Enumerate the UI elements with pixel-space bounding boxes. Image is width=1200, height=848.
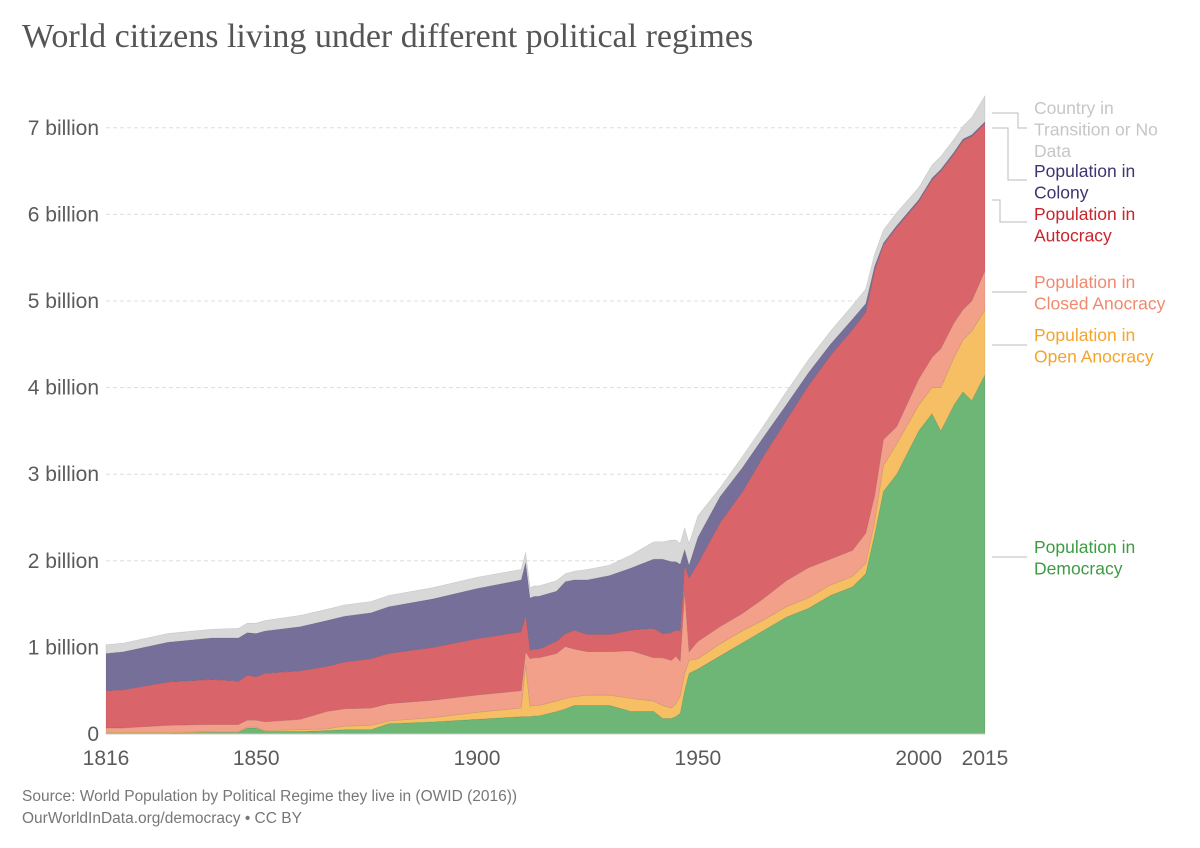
y-tick-label: 5 billion [28, 290, 99, 313]
y-tick-label: 6 billion [28, 203, 99, 226]
legend-label: Population in [1034, 272, 1135, 292]
y-tick-label: 3 billion [28, 463, 99, 486]
legend-label: Population in [1034, 537, 1135, 557]
legend-label: Population in [1034, 204, 1135, 224]
legend-connector [992, 199, 1027, 223]
y-tick-label: 1 billion [28, 636, 99, 659]
y-axis-ticks: 0 1 billion 2 billion 3 billion 4 billion 5 b… [28, 117, 99, 746]
legend-label: Population in [1034, 161, 1135, 181]
chart-footer: Source: World Population by Political Re… [22, 786, 517, 830]
legend-label: Transition or No [1034, 120, 1158, 140]
y-tick-label: 4 billion [28, 377, 99, 400]
y-tick-label: 2 billion [28, 550, 99, 573]
legend-label: Open Anocracy [1034, 347, 1154, 367]
legend-connector [992, 127, 1027, 181]
x-axis-ticks: 1816 1850 1900 1950 2000 2015 [83, 747, 1009, 770]
legend-label: Democracy [1034, 559, 1123, 579]
y-tick-label: 7 billion [28, 117, 99, 140]
y-tick-label: 0 [87, 723, 99, 746]
x-tick-label: 1816 [83, 747, 130, 770]
area-country-in-transition-or-no-data[interactable] [105, 94, 986, 654]
x-tick-label: 1950 [675, 747, 722, 770]
legend-label: Autocracy [1034, 226, 1112, 246]
source-text: Source: World Population by Political Re… [22, 788, 518, 805]
legend-label: Closed Anocracy [1034, 294, 1166, 314]
legend-label: Population in [1034, 325, 1135, 345]
legend-label: Data [1034, 141, 1071, 161]
legend-label: Country in [1034, 98, 1114, 118]
x-tick-label: 1850 [233, 747, 280, 770]
chart-title: World citizens living under different po… [22, 18, 754, 55]
legend-connector [992, 112, 1027, 129]
x-tick-label: 1900 [454, 747, 501, 770]
x-tick-label: 2015 [962, 747, 1009, 770]
legend-label: Colony [1034, 183, 1089, 203]
license-link[interactable]: OurWorldInData.org/democracy • CC BY [22, 810, 302, 827]
stacked-areas [105, 94, 986, 735]
x-tick-label: 2000 [895, 747, 942, 770]
